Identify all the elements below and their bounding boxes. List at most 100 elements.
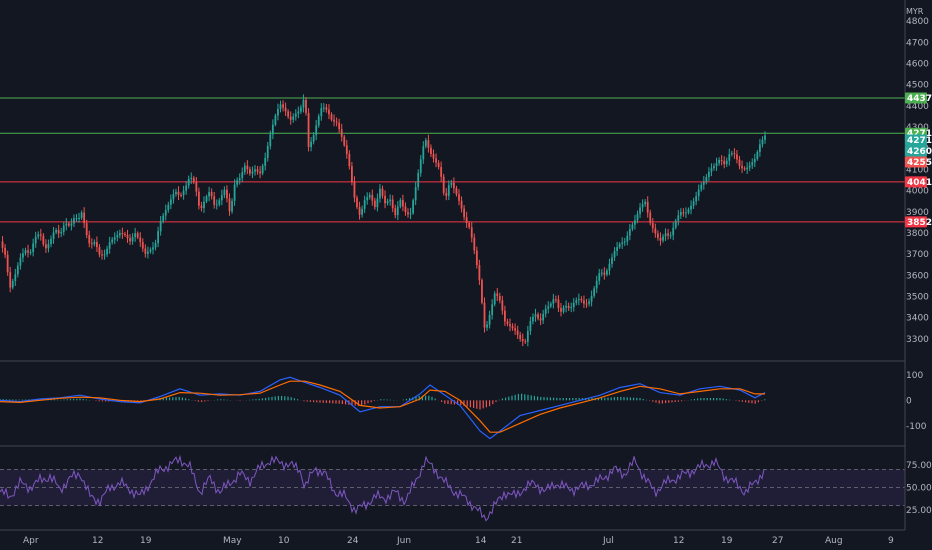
candle-body: [348, 153, 351, 167]
candle-body: [690, 205, 692, 210]
candle-body: [565, 305, 567, 308]
candle-body: [243, 165, 246, 173]
rsi-tick-label: 25.00: [906, 506, 932, 516]
candle-body: [468, 223, 471, 228]
time-tick-label: Apr: [23, 536, 39, 546]
candle-body: [654, 228, 657, 234]
candle-body: [338, 122, 341, 130]
candle-body: [720, 159, 723, 161]
candle-body: [294, 113, 297, 117]
candle-body: [85, 223, 88, 236]
candle-body: [195, 182, 198, 192]
candle-body: [185, 185, 188, 191]
candle-body: [126, 235, 129, 239]
candle-body: [208, 192, 210, 197]
candle-body: [634, 220, 636, 225]
candle-body: [616, 247, 618, 252]
candle-body: [641, 204, 644, 208]
candle-body: [45, 244, 47, 249]
candle-body: [124, 233, 126, 236]
candle-body: [101, 254, 103, 256]
candle-body: [580, 299, 583, 301]
candle-body: [524, 341, 527, 343]
candle-body: [180, 195, 182, 197]
candle-body: [491, 304, 494, 315]
candle-body: [333, 119, 335, 122]
candle-body: [121, 233, 124, 235]
candle-body: [218, 200, 221, 205]
candle-body: [289, 116, 292, 120]
candle-body: [103, 254, 106, 256]
candle-body: [733, 153, 736, 155]
candle-body: [4, 247, 6, 255]
candle-body: [672, 227, 675, 236]
time-tick-label: 9: [888, 536, 894, 546]
candle-body: [509, 323, 511, 327]
candle-body: [493, 293, 496, 305]
candle-body: [271, 124, 274, 135]
candle-body: [32, 243, 35, 253]
price-tag-4260: 4260: [907, 147, 932, 157]
candle-body: [743, 168, 746, 170]
candle-body: [340, 129, 343, 137]
candle-body: [529, 321, 532, 331]
candle-body: [608, 263, 611, 271]
candle-body: [297, 111, 300, 114]
candle-body: [667, 233, 669, 236]
price-tick-label: 3400: [906, 314, 929, 324]
candle-body: [238, 178, 241, 181]
candle-body: [572, 302, 575, 308]
candle-body: [730, 153, 733, 155]
candle-body: [50, 238, 52, 245]
candle-body: [516, 330, 519, 335]
candle-body: [455, 188, 458, 195]
candle-body: [631, 224, 634, 230]
candle-body: [567, 305, 570, 309]
candle-body: [24, 250, 27, 254]
candle-body: [228, 198, 231, 212]
candle-body: [419, 159, 422, 173]
candle-body: [409, 213, 412, 215]
price-tick-label: 4600: [906, 60, 929, 70]
candle-body: [583, 300, 585, 304]
candle-body: [407, 212, 409, 215]
candle-body: [555, 299, 557, 301]
candle-body: [116, 235, 119, 238]
macd-panel[interactable]: [0, 376, 766, 440]
candle-body: [266, 146, 269, 158]
rsi-panel[interactable]: [0, 454, 905, 522]
candle-body: [519, 334, 522, 339]
price-tick-label: 3300: [906, 335, 929, 345]
candle-body: [302, 99, 305, 108]
candle-body: [761, 139, 764, 145]
candle-body: [710, 168, 713, 172]
candle-body: [37, 234, 40, 237]
candle-body: [1, 241, 4, 248]
candle-body: [379, 188, 381, 199]
candle-body: [697, 189, 700, 197]
price-tag-4271: 4271: [907, 136, 932, 146]
level-tag-4041-bg: [905, 176, 927, 188]
candle-body: [585, 303, 588, 305]
candle-body: [437, 162, 440, 168]
time-tick-label: 24: [347, 536, 359, 546]
candle-body: [152, 247, 154, 250]
currency-label: MYR: [906, 7, 924, 16]
candle-body: [147, 251, 149, 254]
rsi-tick-label: 50.00: [906, 484, 932, 494]
candle-body: [718, 159, 720, 164]
candle-body: [322, 107, 325, 109]
candle-body: [692, 201, 695, 206]
candle-body: [11, 281, 14, 288]
price-tick-label: 4000: [906, 187, 929, 197]
candle-body: [682, 212, 685, 214]
candle-body: [177, 191, 180, 196]
candle-body: [442, 176, 445, 193]
macd-tick-label: 0: [906, 396, 912, 406]
level-tag-4437: 4437: [907, 94, 932, 104]
time-tick-label: 27: [772, 536, 783, 546]
price-panel[interactable]: [0, 94, 905, 347]
candle-body: [751, 162, 754, 166]
